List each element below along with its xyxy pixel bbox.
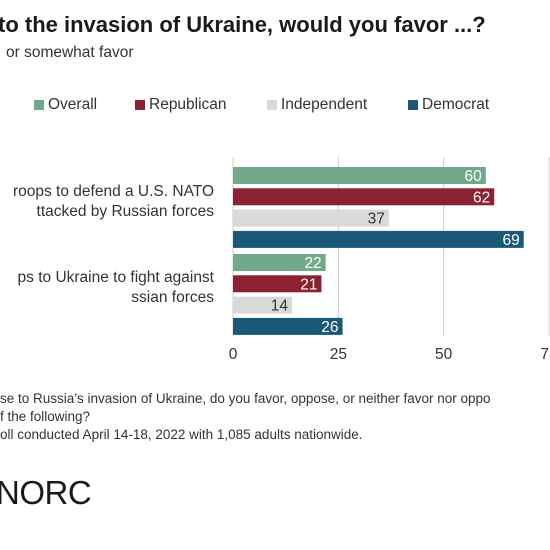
bar-chart-plot: 0 25 50 75 60 62 37 69 22 21 14 26 [229,157,550,363]
category-label-line: ssian forces [131,289,214,306]
chart-notes: se to Russia’s invasion of Ukraine, do y… [0,390,550,444]
legend-item-independent: Independent [267,96,367,114]
bar-democrat-1 [233,317,343,335]
norc-logo: NORC [0,474,92,511]
legend-item-overall: Overall [34,96,97,114]
data-label: 14 [271,298,289,315]
bar-overall-1 [233,254,326,271]
category-label-nato: roops to defend a U.S. NATO ttacked by Ru… [13,182,214,222]
x-tick-label: 25 [330,346,347,363]
bar-democrat-0 [233,230,524,248]
data-label: 21 [300,276,317,293]
data-label: 69 [502,232,519,249]
category-label-line: ps to Ukraine to fight against [17,269,214,286]
bar-republican-0 [233,188,495,206]
chart-subtitle: or somewhat favor [6,44,134,61]
bar-independent-1 [233,296,292,314]
x-tick-label: 75 [540,346,550,363]
bar-independent-0 [233,209,389,227]
legend-label-democrat: Democrat [422,96,490,113]
legend-swatch-independent [267,100,277,110]
category-label-line: ttacked by Russian forces [36,203,214,220]
legend-label-republican: Republican [149,96,227,113]
data-label: 26 [321,319,338,336]
legend-item-democrat: Democrat [408,96,489,114]
data-label: 60 [465,168,483,185]
category-label-line: roops to defend a U.S. NATO [12,183,214,200]
legend: Overall Republican Independent Democrat [0,96,550,116]
note-line-1: se to Russia’s invasion of Ukraine, do y… [0,391,491,406]
legend-swatch-overall [34,100,44,110]
chart-title: to the invasion of Ukraine, would you fa… [0,12,486,37]
data-label: 62 [473,189,490,206]
category-label-ukraine: ps to Ukraine to fight against ssian forc… [18,268,214,308]
bar-republican-1 [233,275,322,293]
legend-swatch-republican [135,100,145,110]
legend-label-overall: Overall [48,96,98,113]
x-tick-label: 50 [435,346,453,363]
data-label: 22 [304,255,321,272]
note-line-3: oll conducted April 14-18, 2022 with 1,0… [0,427,363,442]
legend-swatch-democrat [408,100,418,110]
note-line-2: f the following? [0,409,91,424]
bar-overall-0 [233,167,486,184]
data-label: 37 [368,211,385,228]
legend-label-independent: Independent [281,96,368,113]
legend-item-republican: Republican [135,96,227,114]
x-tick-label: 0 [229,346,238,363]
